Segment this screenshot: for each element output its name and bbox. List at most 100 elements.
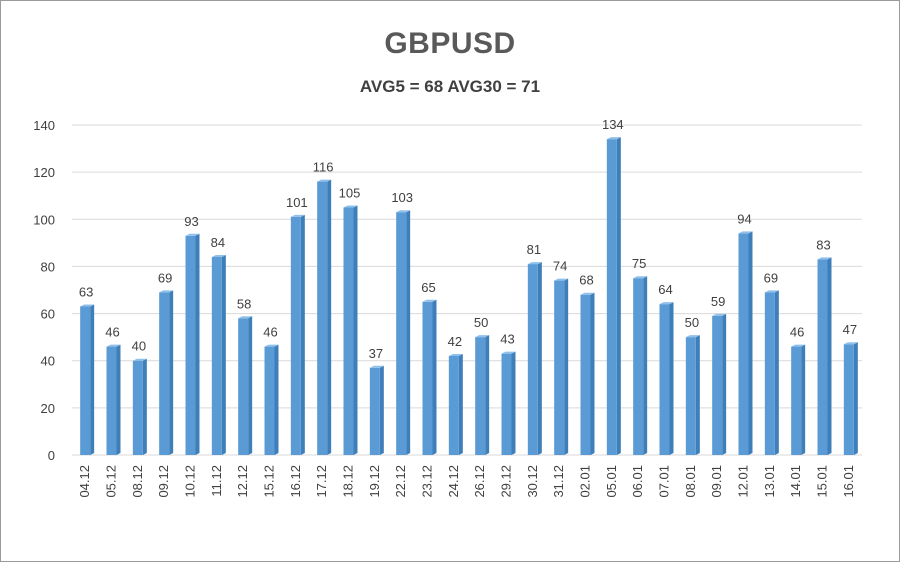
x-tick-label: 12.01 <box>736 465 751 498</box>
bar <box>422 299 437 455</box>
x-tick-label: 30.12 <box>525 465 540 498</box>
bar <box>317 179 332 456</box>
data-label: 69 <box>158 270 172 285</box>
bar <box>132 358 147 455</box>
x-tick-label: 06.01 <box>630 465 645 498</box>
bar <box>159 290 174 455</box>
data-label: 69 <box>764 270 778 285</box>
x-tick-label: 31.12 <box>551 465 566 498</box>
x-tick-label: 22.12 <box>393 465 408 498</box>
x-tick-label: 23.12 <box>420 465 435 498</box>
x-tick-label: 05.12 <box>104 465 119 498</box>
bar <box>633 276 648 455</box>
x-tick-label: 04.12 <box>77 465 92 498</box>
x-tick-label: 17.12 <box>314 465 329 498</box>
data-label: 46 <box>263 325 277 340</box>
x-tick-label: 13.01 <box>762 465 777 498</box>
bar <box>738 231 753 455</box>
y-tick-label: 120 <box>33 165 55 180</box>
y-tick-label: 100 <box>33 212 55 227</box>
data-label: 46 <box>105 325 119 340</box>
x-tick-label: 19.12 <box>367 465 382 498</box>
data-label: 74 <box>553 259 567 274</box>
data-label: 94 <box>737 211 751 226</box>
data-label: 93 <box>184 214 198 229</box>
data-label: 68 <box>579 273 593 288</box>
bar <box>791 344 806 455</box>
x-tick-label: 10.12 <box>183 465 198 498</box>
y-axis-ticks: 0 20 40 60 80 100 120 140 <box>33 118 55 463</box>
data-label: 63 <box>79 285 93 300</box>
y-tick-label: 80 <box>41 259 55 274</box>
x-tick-label: 29.12 <box>499 465 514 498</box>
x-tick-label: 18.12 <box>341 465 356 498</box>
y-tick-label: 140 <box>33 118 55 133</box>
bar <box>554 278 569 455</box>
x-tick-label: 08.12 <box>130 465 145 498</box>
data-label: 50 <box>685 315 699 330</box>
bar <box>185 233 200 455</box>
bar <box>659 302 674 455</box>
x-tick-label: 11.12 <box>209 465 224 497</box>
data-label: 65 <box>421 280 435 295</box>
data-label: 83 <box>816 237 830 252</box>
chart-title: GBPUSD <box>384 27 516 60</box>
data-labels: 63 46 40 69 93 84 58 46 101 116 105 37 103 65 42 50 43 81… <box>79 117 857 361</box>
data-label: 103 <box>391 190 413 205</box>
data-label: 59 <box>711 294 725 309</box>
bar <box>764 290 779 455</box>
chart-subtitle: AVG5 = 68 AVG30 = 71 <box>359 77 541 96</box>
data-label: 58 <box>237 296 251 311</box>
bar <box>501 351 516 455</box>
data-label: 84 <box>211 235 225 250</box>
bar <box>580 292 595 455</box>
data-label: 43 <box>500 332 514 347</box>
x-tick-label: 02.01 <box>578 465 593 498</box>
data-label: 75 <box>632 256 646 271</box>
x-tick-label: 09.12 <box>156 465 171 498</box>
x-tick-label: 16.12 <box>288 465 303 498</box>
x-tick-label: 15.01 <box>815 465 830 498</box>
bars <box>80 137 858 456</box>
grid-lines <box>72 124 862 456</box>
data-label: 64 <box>658 282 672 297</box>
x-tick-label: 14.01 <box>788 465 803 498</box>
bar <box>106 344 121 455</box>
bar <box>396 210 411 455</box>
bar <box>843 342 858 455</box>
bar <box>448 354 463 455</box>
x-axis-ticks: 04.12 05.12 08.12 09.12 10.12 11.12 12.12 15.12… <box>77 465 856 498</box>
y-tick-label: 0 <box>48 448 55 463</box>
data-label: 81 <box>527 242 541 257</box>
x-tick-label: 16.01 <box>841 465 856 498</box>
bar <box>369 365 384 455</box>
x-tick-label: 26.12 <box>472 465 487 498</box>
x-tick-label: 05.01 <box>604 465 619 498</box>
y-tick-label: 60 <box>41 307 55 322</box>
bar <box>343 205 358 455</box>
bar <box>80 304 95 455</box>
y-tick-label: 40 <box>41 354 55 369</box>
data-label: 46 <box>790 325 804 340</box>
x-tick-label: 08.01 <box>683 465 698 498</box>
x-tick-label: 24.12 <box>446 465 461 498</box>
data-label: 105 <box>339 186 361 201</box>
x-tick-label: 09.01 <box>709 465 724 498</box>
bar <box>211 255 226 455</box>
x-tick-label: 12.12 <box>235 465 250 498</box>
data-label: 37 <box>369 346 383 361</box>
bar <box>238 316 253 455</box>
y-tick-label: 20 <box>41 401 55 416</box>
bar <box>264 344 279 455</box>
data-label: 40 <box>132 339 146 354</box>
data-label: 47 <box>843 322 857 337</box>
data-label: 134 <box>602 117 624 132</box>
bar <box>685 335 700 455</box>
bar <box>606 137 621 455</box>
x-tick-label: 15.12 <box>262 465 277 498</box>
bar <box>817 257 832 455</box>
data-label: 116 <box>313 160 334 175</box>
data-label: 101 <box>286 195 308 210</box>
bar <box>712 313 727 455</box>
